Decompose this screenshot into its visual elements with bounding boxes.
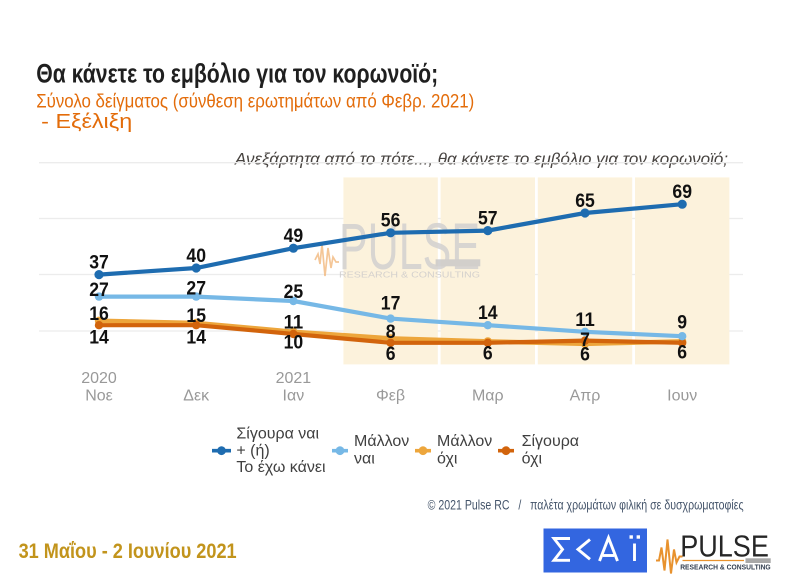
svg-text:65: 65	[575, 191, 595, 212]
svg-text:17: 17	[381, 294, 401, 315]
svg-text:27: 27	[89, 280, 109, 301]
svg-text:8: 8	[386, 322, 396, 343]
svg-text:Νοε: Νοε	[85, 388, 113, 405]
svg-text:11: 11	[575, 310, 595, 331]
svg-text:PULSE: PULSE	[680, 528, 769, 563]
svg-text:RESEARCH & CONSULTING: RESEARCH & CONSULTING	[680, 562, 771, 571]
svg-text:56: 56	[381, 211, 401, 232]
svg-text:14: 14	[478, 303, 498, 324]
svg-text:6: 6	[386, 344, 396, 365]
svg-text:Μάλλον: Μάλλον	[437, 433, 492, 450]
svg-text:40: 40	[186, 246, 206, 267]
svg-text:RESEARCH & CONSULTING: RESEARCH & CONSULTING	[339, 270, 480, 280]
svg-text:Μαρ: Μαρ	[472, 388, 504, 405]
svg-text:Ιουν: Ιουν	[667, 388, 697, 405]
svg-text:11: 11	[284, 313, 304, 334]
svg-text:6: 6	[677, 343, 687, 364]
svg-text:Το έχω κάνει: Το έχω κάνει	[236, 459, 326, 476]
svg-text:Ιαν: Ιαν	[283, 388, 305, 405]
svg-text:Ανεξάρτητα από το πότε..., θα: Ανεξάρτητα από το πότε..., θα κάνετε το …	[234, 150, 728, 169]
svg-text:Θα κάνετε το εμβόλιο για τον κ: Θα κάνετε το εμβόλιο για τον κορωνοϊό;	[36, 58, 438, 88]
svg-text:9: 9	[677, 313, 687, 334]
svg-text:6: 6	[483, 344, 493, 365]
svg-text:7: 7	[580, 330, 590, 351]
svg-text:© 2021 Pulse RC / παλέτα χ: © 2021 Pulse RC / παλέτα χρωμάτων φιλική…	[428, 498, 744, 513]
svg-text:όχι: όχι	[522, 451, 543, 468]
svg-text:14: 14	[186, 328, 206, 349]
svg-text:2020: 2020	[81, 370, 117, 387]
svg-text:Δεκ: Δεκ	[183, 388, 210, 405]
svg-text:10: 10	[284, 333, 304, 354]
svg-text:27: 27	[186, 279, 206, 300]
svg-text:ναι: ναι	[354, 451, 375, 468]
svg-text:16: 16	[89, 304, 109, 325]
svg-text:Φεβ: Φεβ	[376, 388, 405, 405]
svg-text:+ (ή): + (ή)	[236, 443, 269, 460]
svg-text:Απρ: Απρ	[570, 388, 601, 405]
svg-text:Σίγουρα: Σίγουρα	[522, 433, 579, 450]
svg-text:Μάλλον: Μάλλον	[354, 433, 409, 450]
svg-text:6: 6	[580, 345, 590, 366]
svg-text:όχι: όχι	[437, 451, 458, 468]
svg-text:37: 37	[89, 252, 109, 273]
svg-text:Σίγουρα ναι: Σίγουρα ναι	[236, 426, 319, 443]
svg-text:14: 14	[89, 328, 109, 349]
svg-text:57: 57	[478, 208, 498, 229]
svg-text:69: 69	[672, 182, 692, 203]
svg-text:- Εξέλιξη: - Εξέλιξη	[41, 111, 132, 133]
svg-text:PULSE: PULSE	[339, 209, 480, 283]
svg-text:49: 49	[284, 226, 304, 247]
svg-text:25: 25	[284, 282, 304, 303]
svg-text:Σύνολο δείγματος (σύνθεση ερωτ: Σύνολο δείγματος (σύνθεση ερωτημάτων από…	[36, 91, 474, 112]
svg-text:15: 15	[186, 306, 206, 327]
svg-text:31 Μαΐου - 2 Ιουνίου 2021: 31 Μαΐου - 2 Ιουνίου 2021	[19, 540, 237, 563]
svg-text:2021: 2021	[276, 370, 312, 387]
